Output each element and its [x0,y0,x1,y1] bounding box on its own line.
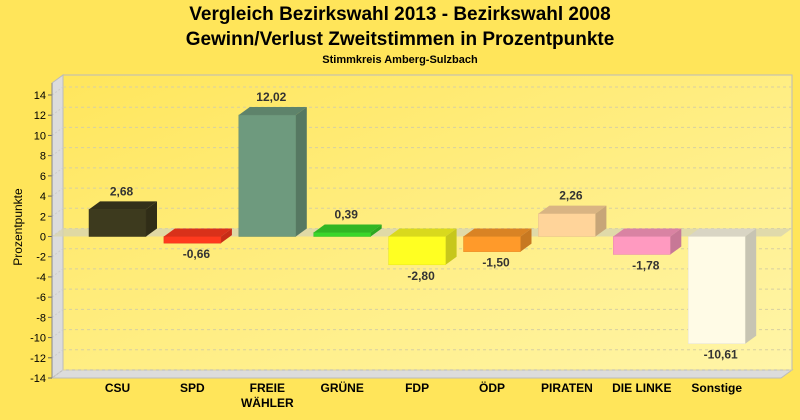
bar [163,236,222,244]
x-tick-label: CSU [105,381,130,395]
plot-left-wall [51,74,64,379]
y-tick-label: -8 [36,312,46,324]
bar-side [670,228,682,255]
bar [388,236,446,266]
y-axis-label: Prozentpunkte [11,188,25,266]
bar-top [538,205,607,214]
y-tick-label: 12 [34,110,46,122]
bar [687,236,746,344]
bar-top [388,228,457,237]
x-tick-label: DIE LINKE [612,381,671,395]
x-tick-label: SPD [180,381,205,395]
bar-top [163,228,232,237]
bar-side [370,224,382,237]
x-tick-label: Sonstige [691,381,742,395]
bar [313,232,371,237]
y-tick-label: 2 [40,211,46,223]
bar [538,213,596,237]
chart-title: Vergleich Bezirkswahl 2013 - Bezirkswahl… [189,4,611,25]
bar-top [238,107,307,116]
x-tick-label: PIRATEN [541,381,593,395]
data-label: -1,78 [632,258,660,272]
bar-side [745,228,757,344]
y-tick-label: 8 [40,151,46,163]
x-tick-label: GRÜNE [321,380,364,395]
bar-side [520,228,532,252]
bar [88,209,147,237]
x-tick-label: FDP [405,381,429,395]
y-tick-label: 4 [40,191,46,203]
plot-back-wall [62,74,793,371]
bar-top [688,228,757,237]
x-tick-label: FREIE [250,381,285,395]
bar-side [146,201,157,237]
chart-subtitle: Gewinn/Verlust Zweitstimmen in Prozentpu… [185,29,615,50]
bar [463,236,521,252]
data-label: -1,50 [482,256,510,270]
y-tick-label: -4 [36,272,46,284]
y-tick-label: -12 [30,353,46,365]
y-tick-label: 6 [40,171,46,183]
y-tick-label: -10 [30,333,46,345]
bar-side [220,228,232,244]
chart-subtitle-2: Stimmkreis Amberg-Sulzbach [322,54,478,66]
data-label: -10,61 [704,348,738,362]
bar-top [313,224,382,233]
data-label: 2,68 [110,184,134,198]
y-tick-label: -2 [36,252,46,264]
bar-side [445,228,457,265]
bar-side [295,107,307,237]
bar-top [613,228,682,237]
data-label: 12,02 [256,90,286,104]
y-tick-label: -14 [30,373,46,385]
plot-floor [50,369,794,379]
y-tick-label: 10 [34,130,46,142]
y-tick-label: 0 [40,232,46,244]
data-label: -2,80 [407,269,435,283]
bar [613,236,671,255]
bar [238,114,297,237]
x-tick-label: ÖDP [479,380,505,395]
y-tick-label: 14 [34,90,46,102]
bar-top [463,228,532,237]
bar-top [89,201,157,210]
x-tick-label: WÄHLER [241,395,294,410]
y-tick-label: -6 [36,292,46,304]
bar-side [595,205,607,237]
data-label: 2,26 [559,189,583,203]
data-label: -0,66 [183,247,211,261]
data-label: 0,39 [335,208,359,222]
